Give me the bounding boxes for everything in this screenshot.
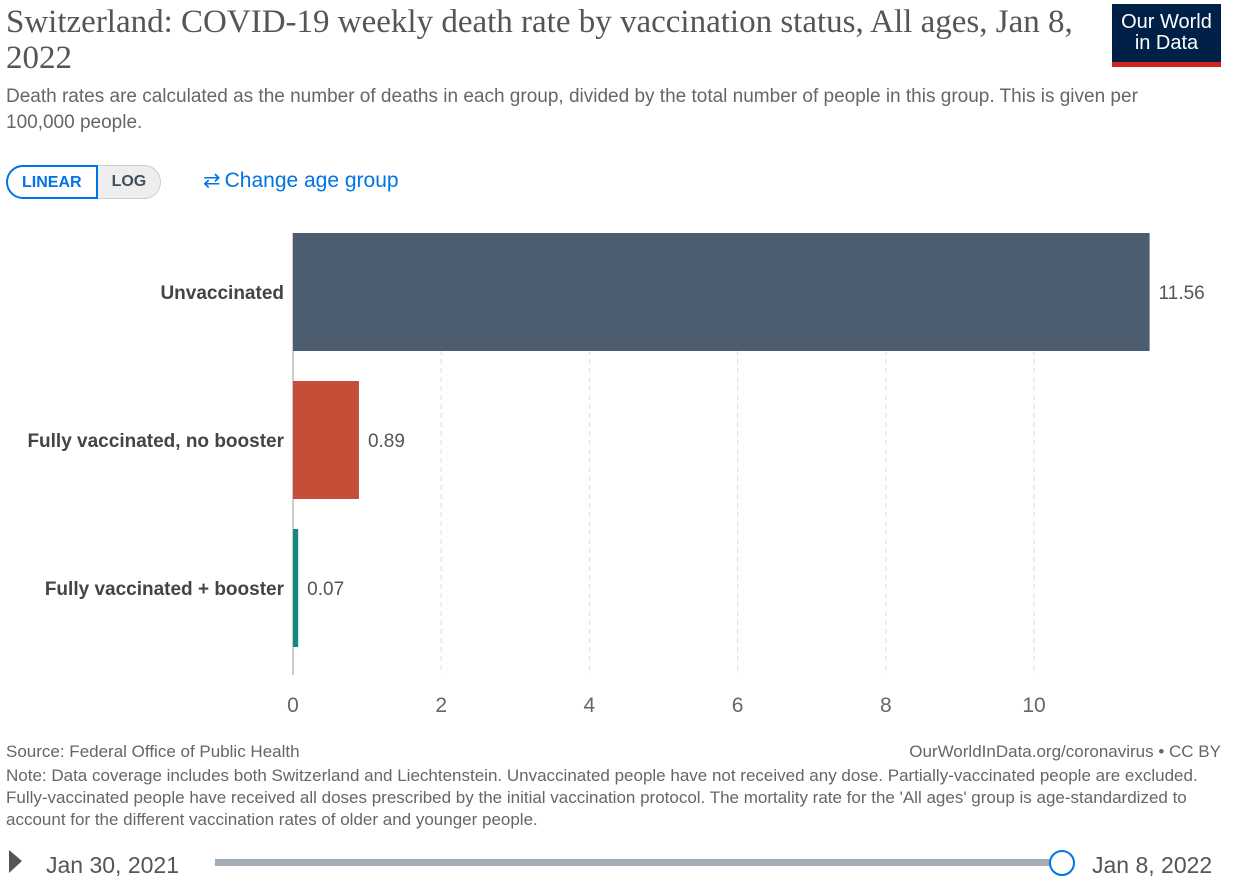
log-button[interactable]: LOG (97, 165, 162, 199)
category-label: Fully vaccinated, no booster (27, 431, 284, 452)
swap-arrows-icon: ⇄ (203, 169, 221, 192)
x-tick-label: 0 (287, 694, 299, 717)
scale-toggle: LINEAR LOG (6, 165, 162, 199)
change-age-group-button[interactable]: ⇄ Change age group (203, 168, 399, 193)
bar-chart: 0 2 4 6 8 10 Unvaccinated 11.56 Fully vaccinated… (27, 233, 1205, 717)
bar (293, 233, 1150, 351)
x-tick-label: 4 (584, 694, 596, 717)
timeline-handle[interactable] (1049, 850, 1075, 876)
source-text: Source: Federal Office of Public Health (6, 742, 300, 761)
note-text: Note: Data coverage includes both Switze… (6, 766, 1198, 829)
x-tick-label: 8 (880, 694, 892, 717)
play-icon[interactable] (9, 850, 22, 873)
value-label: 0.89 (368, 431, 405, 452)
x-tick-label: 2 (435, 694, 447, 717)
timeline: Jan 30, 2021 Jan 8, 2022 (9, 850, 1212, 878)
bar (293, 529, 299, 647)
category-label: Unvaccinated (160, 283, 284, 304)
value-label: 11.56 (1159, 283, 1205, 304)
x-tick-label: 6 (732, 694, 744, 717)
chart-title: Switzerland: COVID-19 weekly death rate … (6, 4, 1073, 76)
credit-link[interactable]: OurWorldInData.org/coronavirus • CC BY (909, 742, 1221, 761)
timeline-end-label: Jan 8, 2022 (1092, 852, 1212, 878)
linear-button[interactable]: LINEAR (6, 165, 98, 199)
x-tick-label: 10 (1022, 694, 1045, 717)
chart-subtitle: Death rates are calculated as the number… (6, 86, 1138, 133)
owid-logo[interactable]: Our World in Data (1112, 4, 1221, 67)
timeline-start-label: Jan 30, 2021 (46, 852, 179, 878)
category-label: Fully vaccinated + booster (45, 579, 285, 600)
bar (293, 381, 359, 499)
timeline-track[interactable] (215, 859, 1065, 866)
change-age-label: Change age group (224, 168, 399, 192)
value-label: 0.07 (307, 579, 344, 600)
